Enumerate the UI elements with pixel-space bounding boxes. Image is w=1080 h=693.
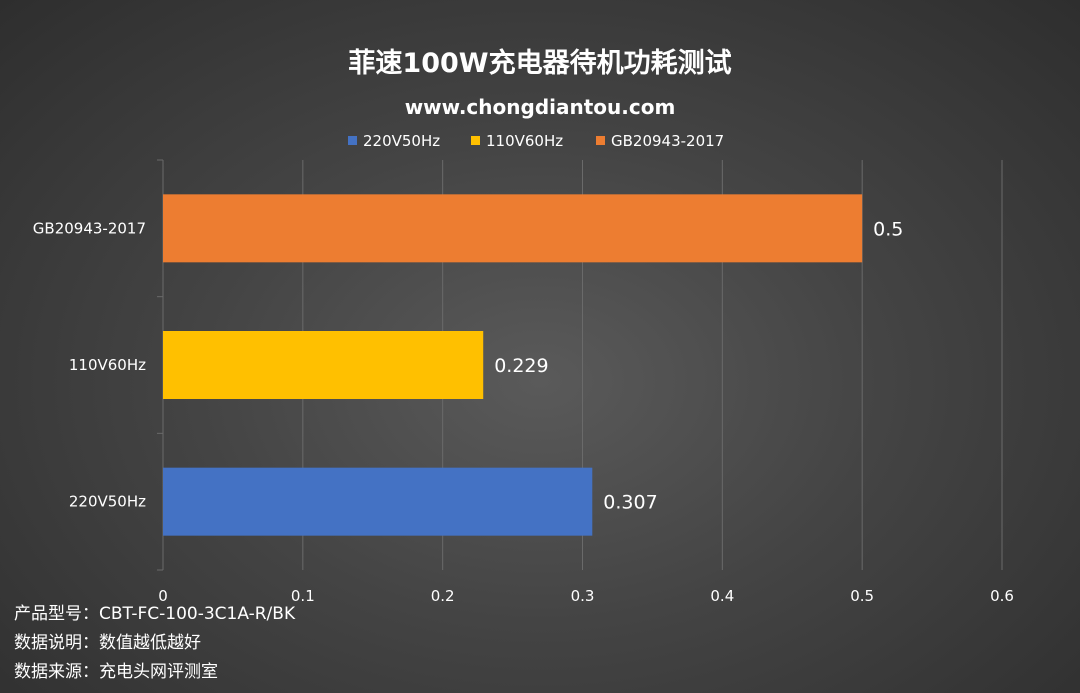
bars: 0.5 0.229 0.307	[163, 194, 903, 536]
x-tick-label-5: 0.5	[850, 587, 874, 605]
y-tick-label-gb20943-2017: GB20943-2017	[33, 219, 146, 237]
note-data-description: 数据说明：数值越低越好	[14, 633, 201, 653]
x-axis-labels: 0 0.1 0.2 0.3 0.4 0.5 0.6	[158, 587, 1014, 605]
x-tick-label-1: 0.1	[291, 587, 315, 605]
y-tick-label-110v60hz: 110V60Hz	[69, 356, 146, 374]
legend: 220V50Hz 110V60Hz GB20943-2017	[348, 132, 724, 150]
legend-swatch-110v60hz	[471, 136, 480, 145]
chart-subtitle: www.chongdiantou.com	[405, 95, 676, 119]
x-tick-label-2: 0.2	[431, 587, 455, 605]
x-tick-label-3: 0.3	[571, 587, 595, 605]
x-tick-label-0: 0	[158, 587, 168, 605]
note-product-model: 产品型号：CBT-FC-100-3C1A-R/BK	[14, 604, 296, 624]
legend-label-gb20943-2017: GB20943-2017	[611, 132, 724, 150]
notes: 产品型号：CBT-FC-100-3C1A-R/BK 数据说明：数值越低越好 数据…	[14, 600, 295, 687]
y-tick-label-220v50hz: 220V50Hz	[69, 493, 146, 511]
x-tick-label-6: 0.6	[990, 587, 1014, 605]
y-axis-labels: GB20943-2017 110V60Hz 220V50Hz	[33, 219, 146, 510]
x-tick-label-4: 0.4	[710, 587, 734, 605]
data-label-110v60hz: 0.229	[494, 355, 548, 377]
note-data-source: 数据来源：充电头网评测室	[14, 662, 218, 682]
chart-title: 菲速100W充电器待机功耗测试	[348, 47, 731, 79]
bar-220v50hz	[163, 467, 593, 536]
legend-label-110v60hz: 110V60Hz	[486, 132, 563, 150]
bar-110v60hz	[163, 331, 484, 399]
data-label-220v50hz: 0.307	[603, 492, 657, 514]
data-label-gb20943-2017: 0.5	[873, 218, 903, 240]
legend-swatch-gb20943-2017	[596, 136, 605, 145]
legend-swatch-220v50hz	[348, 136, 357, 145]
legend-label-220v50hz: 220V50Hz	[363, 132, 440, 150]
bar-gb20943-2017	[163, 194, 863, 263]
